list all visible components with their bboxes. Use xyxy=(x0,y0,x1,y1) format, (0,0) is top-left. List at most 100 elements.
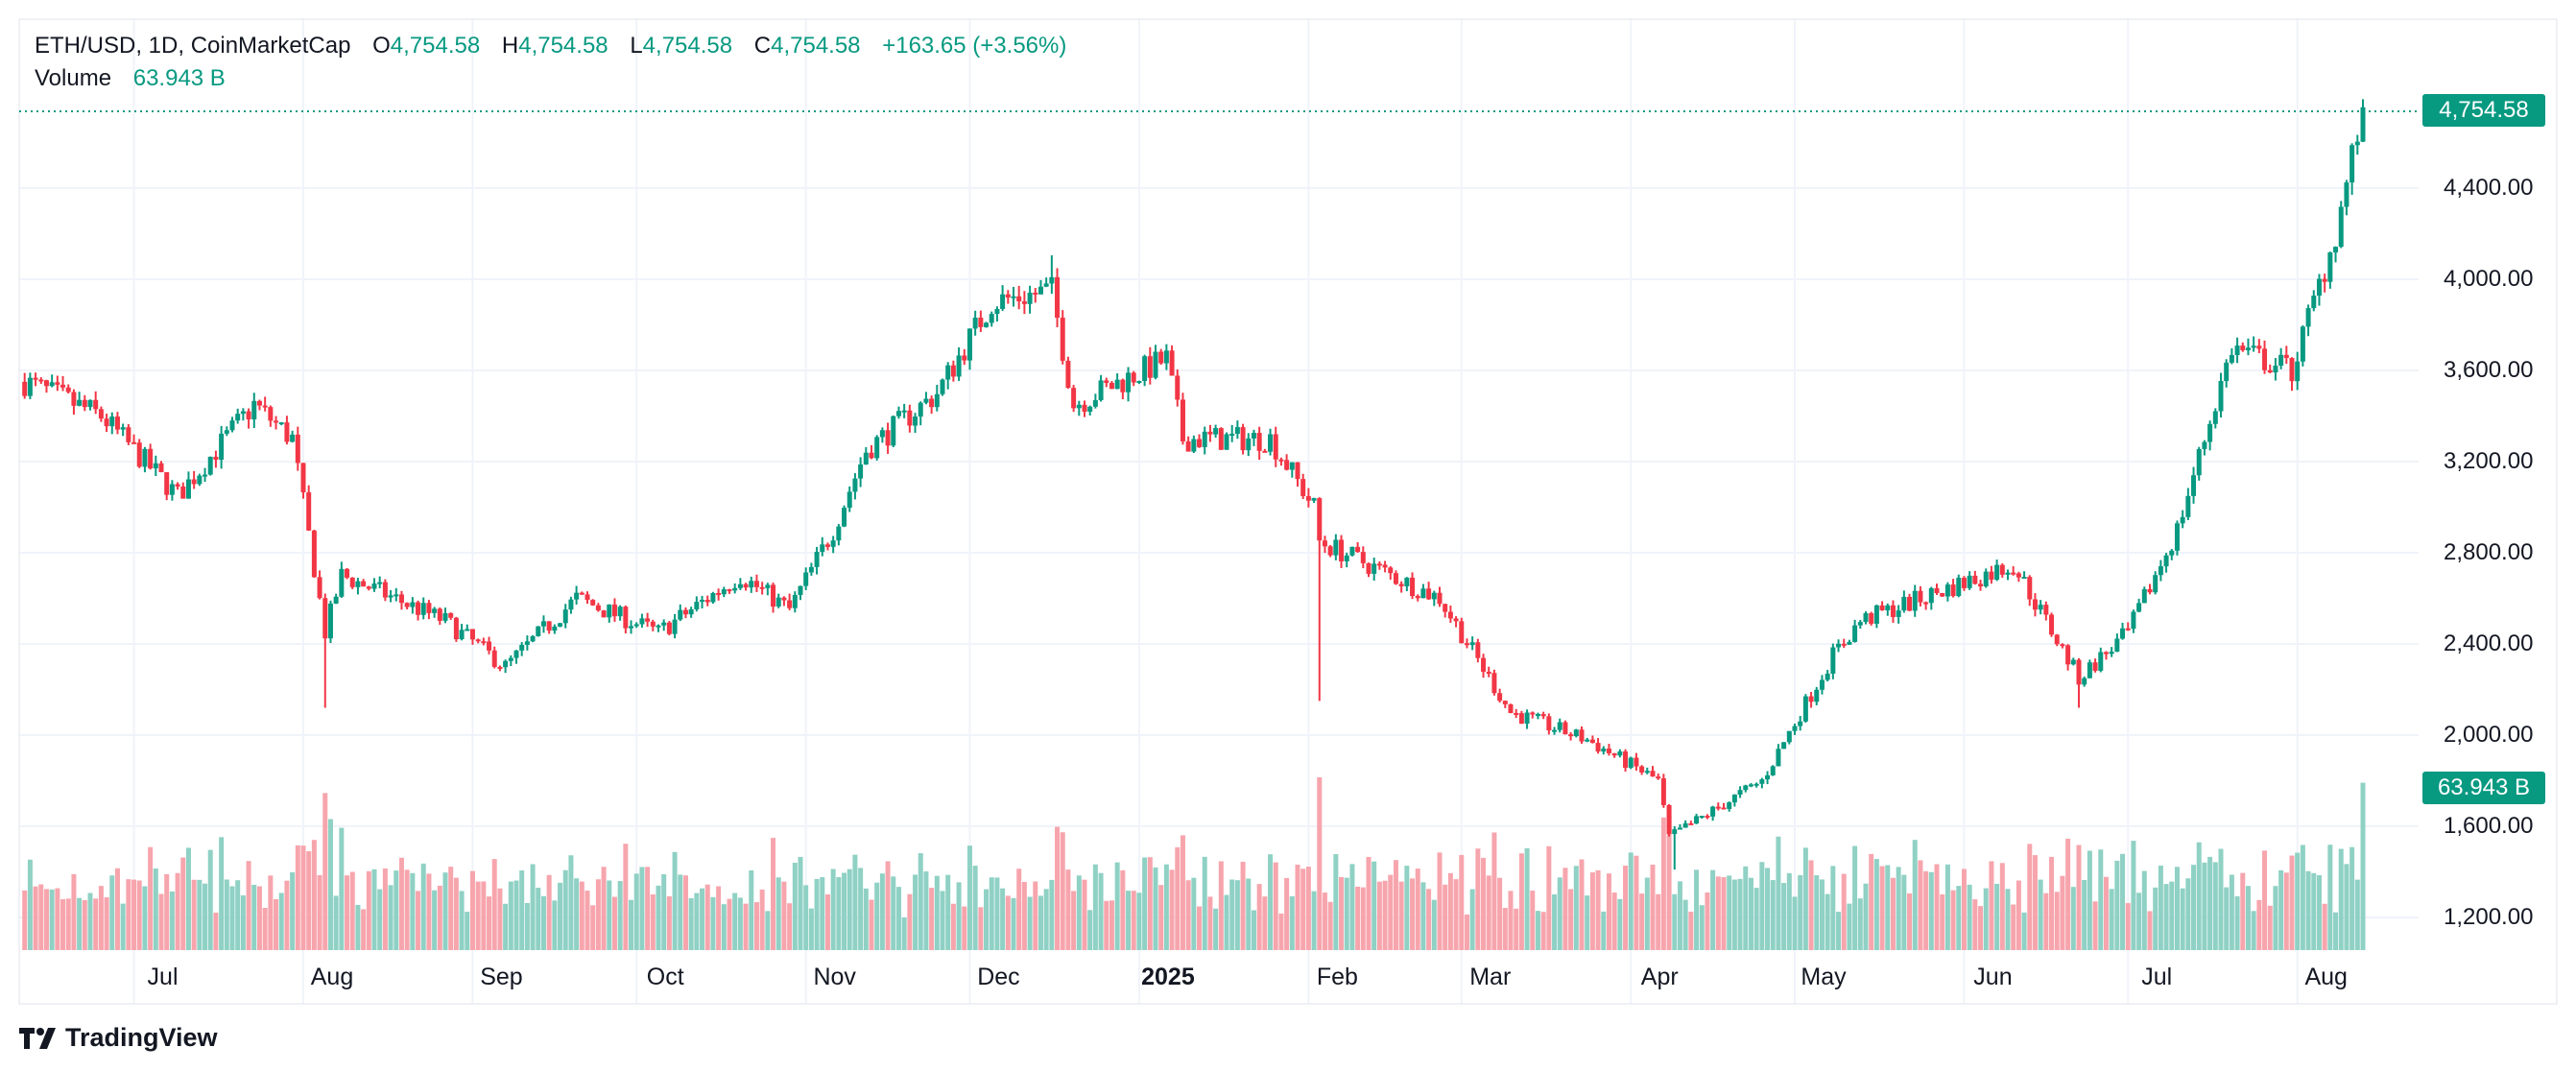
candle xyxy=(1836,639,1842,653)
candle-body xyxy=(2158,566,2163,576)
volume-bar xyxy=(1808,860,1814,950)
candle-body xyxy=(984,322,990,327)
chart-frame xyxy=(18,18,2558,1005)
candle-body xyxy=(1562,722,1568,735)
volume-bar xyxy=(2322,903,2327,950)
volume-bar xyxy=(1349,864,1355,950)
candle xyxy=(2060,643,2065,649)
volume-bar xyxy=(1912,840,1918,950)
candle xyxy=(2125,622,2131,631)
candle-body xyxy=(874,437,880,459)
candle-body xyxy=(584,594,590,601)
volume-bar xyxy=(1153,867,1158,950)
volume-bar xyxy=(2163,884,2169,950)
candle-body xyxy=(617,607,623,617)
candle-body xyxy=(1344,555,1349,561)
candle xyxy=(2136,598,2142,613)
candle xyxy=(398,590,404,610)
candle xyxy=(2262,340,2268,374)
volume-bar xyxy=(1656,893,1661,950)
volume-bar xyxy=(1508,891,1514,950)
candle xyxy=(913,413,918,434)
candle-body xyxy=(77,399,83,406)
volume-bar xyxy=(1819,879,1825,950)
candle xyxy=(984,321,990,328)
candle-body xyxy=(2114,638,2120,653)
candle-body xyxy=(1672,829,1678,835)
volume-bar xyxy=(607,880,612,950)
candle xyxy=(1546,713,1552,735)
candle xyxy=(1666,804,1672,837)
candle xyxy=(49,374,55,388)
volume-bar xyxy=(465,912,470,950)
candle-body xyxy=(1940,593,1945,597)
candle xyxy=(607,604,612,623)
candle-body xyxy=(420,603,426,615)
volume-bar xyxy=(1770,880,1776,950)
candle-body xyxy=(158,463,164,473)
candle-body xyxy=(710,592,716,603)
candle-body xyxy=(1656,776,1661,779)
candle-body xyxy=(1033,292,1038,295)
price-candles xyxy=(22,99,2366,870)
volume-bar xyxy=(950,903,956,950)
volume-bar xyxy=(590,905,596,950)
candle-body xyxy=(207,456,213,475)
volume-bar xyxy=(1743,866,1749,950)
candle xyxy=(306,485,312,532)
volume-bar xyxy=(2273,886,2278,950)
candle xyxy=(1213,424,1219,439)
candle-body xyxy=(311,530,317,578)
candle-body xyxy=(847,491,852,509)
volume-bar xyxy=(1114,862,1120,950)
candle-body xyxy=(322,598,328,639)
candle xyxy=(442,607,448,624)
volume-bar xyxy=(1731,879,1737,950)
candle-body xyxy=(1918,590,1923,603)
volume-bar xyxy=(1289,895,1295,950)
candle xyxy=(1601,746,1607,755)
volume-bar xyxy=(1175,846,1181,950)
candle-body xyxy=(1885,605,1891,610)
volume-bar xyxy=(787,903,793,950)
candle xyxy=(1540,711,1546,720)
candle xyxy=(2338,201,2344,249)
candle-body xyxy=(1131,372,1136,383)
candle-body xyxy=(2125,628,2131,631)
candle xyxy=(1944,582,1950,602)
volume-bar xyxy=(1950,890,1956,950)
candle xyxy=(1579,726,1585,744)
volume-bar xyxy=(1847,903,1852,950)
candle-body xyxy=(1983,571,1989,587)
candle-body xyxy=(508,657,513,661)
volume-bar xyxy=(688,897,694,950)
candle-body xyxy=(1169,350,1175,376)
candle xyxy=(901,403,907,418)
candle-body xyxy=(590,600,596,606)
candle-body xyxy=(2060,644,2065,647)
candle-body xyxy=(869,452,874,459)
candle xyxy=(962,348,967,366)
candle xyxy=(727,588,732,594)
tradingview-logo[interactable]: TradingView xyxy=(19,1023,218,1053)
volume-bar xyxy=(1142,857,1148,950)
candle-body xyxy=(1999,564,2005,575)
candle xyxy=(1295,462,1300,488)
volume-bar xyxy=(1443,884,1448,950)
volume-bar xyxy=(1601,911,1607,950)
volume-bar xyxy=(1715,876,1721,950)
candle-body xyxy=(1847,641,1852,645)
candle xyxy=(1699,815,1705,820)
volume-bar xyxy=(1918,860,1923,950)
volume-bar xyxy=(1098,872,1104,950)
candle xyxy=(847,486,852,512)
volume-bar xyxy=(2103,876,2109,950)
time-tick-label: Apr xyxy=(1640,964,1679,990)
candle-body xyxy=(371,583,377,589)
volume-bar xyxy=(1611,892,1617,950)
volume-bar xyxy=(1104,900,1109,950)
candle-body xyxy=(1388,567,1394,574)
candle xyxy=(574,585,580,605)
candle-body xyxy=(1836,643,1842,648)
